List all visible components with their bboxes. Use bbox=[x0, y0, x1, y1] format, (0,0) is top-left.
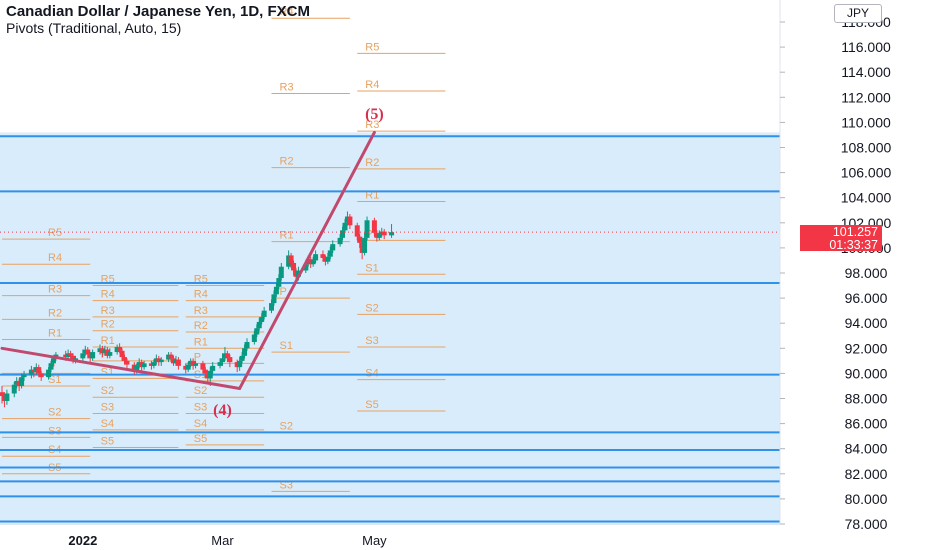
candle bbox=[364, 216, 370, 241]
chart-title: Canadian Dollar / Japanese Yen, 1D, FXCM bbox=[6, 3, 310, 20]
x-tick-label: May bbox=[362, 533, 387, 548]
pivot-label: R1 bbox=[194, 336, 208, 348]
y-tick-label: 94.000 bbox=[845, 315, 888, 331]
y-tick-label: 110.000 bbox=[841, 114, 891, 130]
candle bbox=[381, 229, 387, 240]
pivot-label: R2 bbox=[194, 320, 208, 332]
candle bbox=[4, 389, 10, 405]
y-tick-label: 78.000 bbox=[845, 516, 888, 532]
pivot-label: S2 bbox=[365, 302, 378, 314]
y-tick-label: 84.000 bbox=[845, 441, 888, 457]
candle bbox=[38, 370, 44, 381]
candle bbox=[313, 250, 319, 263]
candle bbox=[261, 306, 267, 320]
wave-label: (5) bbox=[365, 106, 384, 123]
candle bbox=[347, 214, 353, 230]
pivot-label: R1 bbox=[48, 328, 62, 340]
candle bbox=[278, 262, 284, 281]
pivot-label: S2 bbox=[194, 385, 207, 397]
pivot-label: S2 bbox=[48, 407, 61, 419]
pivot-label: R3 bbox=[48, 284, 62, 296]
pivot-label: S3 bbox=[194, 402, 207, 414]
y-tick-label: 90.000 bbox=[845, 365, 888, 381]
pivot-label: S3 bbox=[365, 335, 378, 347]
pivot-label: R4 bbox=[101, 289, 115, 301]
pivot-label: S4 bbox=[101, 418, 114, 430]
bar-countdown: 01:33:37 bbox=[829, 237, 878, 252]
candle bbox=[330, 240, 336, 253]
pivot-label: R3 bbox=[101, 305, 115, 317]
y-tick-label: 116.000 bbox=[841, 39, 891, 55]
pivot-label: R2 bbox=[280, 156, 294, 168]
pivot-label: R2 bbox=[101, 319, 115, 331]
pivot-label: S2 bbox=[280, 420, 293, 432]
pivot-label: R5 bbox=[365, 41, 379, 53]
wave-label: (4) bbox=[213, 402, 232, 419]
candle bbox=[21, 370, 27, 381]
y-tick-label: 96.000 bbox=[845, 290, 888, 306]
pivot-label: R2 bbox=[365, 157, 379, 169]
pivot-label: P bbox=[194, 351, 201, 363]
y-tick-label: 104.000 bbox=[841, 190, 892, 206]
indicator-legend[interactable]: Pivots (Traditional, Auto, 15) bbox=[6, 20, 182, 36]
candle bbox=[210, 362, 216, 374]
pivot-label: S5 bbox=[194, 433, 207, 445]
pivot-label: R4 bbox=[194, 289, 208, 301]
pivot-label: S5 bbox=[101, 435, 114, 447]
y-tick-label: 106.000 bbox=[841, 165, 892, 181]
pivot-label: R4 bbox=[48, 252, 62, 264]
pivot-label: S2 bbox=[101, 385, 114, 397]
pivot-label: S3 bbox=[280, 479, 293, 491]
wave-trend-line bbox=[238, 130, 376, 390]
candle bbox=[389, 224, 395, 238]
pivot-label: R2 bbox=[48, 307, 62, 319]
pivot-label: S5 bbox=[365, 399, 378, 411]
last-price-tag: 101.257 01:33:37 bbox=[800, 225, 882, 251]
pivot-label: P bbox=[280, 286, 287, 298]
y-tick-label: 88.000 bbox=[845, 391, 888, 407]
candle bbox=[193, 360, 199, 369]
pivot-label: S1 bbox=[365, 262, 378, 274]
currency-button[interactable]: JPY bbox=[834, 4, 882, 23]
candle bbox=[158, 357, 164, 366]
pivot-label: S1 bbox=[280, 340, 293, 352]
x-tick-label: 2022 bbox=[68, 533, 97, 548]
candle bbox=[90, 349, 96, 361]
y-tick-label: 82.000 bbox=[845, 466, 888, 482]
y-tick-label: 108.000 bbox=[841, 140, 892, 156]
y-tick-label: 114.000 bbox=[841, 64, 891, 80]
pivot-label: S3 bbox=[101, 402, 114, 414]
candle bbox=[175, 357, 181, 370]
highlight-zone bbox=[0, 132, 780, 527]
y-tick-label: 112.000 bbox=[841, 89, 891, 105]
x-tick-label: Mar bbox=[211, 533, 234, 548]
y-tick-label: 86.000 bbox=[845, 416, 888, 432]
pivot-label: P bbox=[101, 349, 108, 361]
pivot-label: R4 bbox=[365, 79, 379, 91]
pivot-label: S1 bbox=[48, 374, 61, 386]
pivot-label: R4 bbox=[280, 6, 294, 18]
pivot-label: R1 bbox=[101, 335, 115, 347]
pivot-label: R3 bbox=[194, 305, 208, 317]
candle bbox=[124, 358, 130, 369]
last-price-value: 101.257 bbox=[832, 225, 878, 239]
candle bbox=[244, 338, 250, 351]
pivot-label: R5 bbox=[48, 227, 62, 239]
pivot-label: R3 bbox=[280, 82, 294, 94]
pivot-label: S4 bbox=[194, 418, 207, 430]
wave-trend-line bbox=[0, 346, 242, 390]
candle bbox=[107, 348, 113, 359]
pivot-label: R1 bbox=[280, 230, 294, 242]
y-tick-label: 92.000 bbox=[845, 340, 888, 356]
y-tick-label: 98.000 bbox=[845, 265, 888, 281]
candle bbox=[141, 360, 147, 370]
y-tick-label: 80.000 bbox=[845, 491, 888, 507]
pivot-label: R1 bbox=[365, 189, 379, 201]
pivot-label: R3 bbox=[365, 119, 379, 131]
candle bbox=[227, 354, 233, 368]
